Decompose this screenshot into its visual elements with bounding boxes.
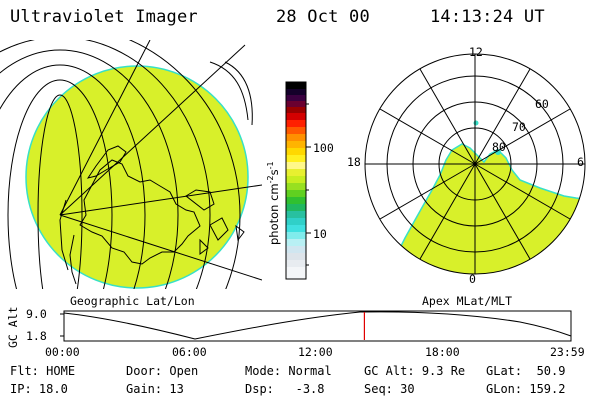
time-tick-2: 12:00	[298, 345, 333, 359]
mlat-label-60: 60	[535, 97, 549, 111]
colorbar-tick-100: 100	[313, 141, 334, 155]
altitude-curve	[63, 311, 572, 340]
mlt-label-18: 18	[347, 155, 361, 169]
time-tick-0: 00:00	[45, 345, 80, 359]
colorbar-tick-10: 10	[313, 227, 327, 241]
time-tick-1: 06:00	[172, 345, 207, 359]
polar-caption: Apex MLat/MLT	[422, 294, 513, 308]
altitude-ymin: 1.8	[26, 329, 47, 343]
altitude-ymax: 9.0	[26, 307, 47, 321]
altitude-plot	[60, 310, 572, 342]
mlt-label-12: 12	[469, 45, 483, 59]
status-mode: Mode: Normal	[245, 364, 332, 378]
altitude-ylabel: GC Alt	[6, 306, 20, 348]
image-time: 14:13:24 UT	[430, 7, 545, 27]
geo-graticule-arcs	[0, 40, 253, 289]
status-glat: GLat: 50.9	[486, 364, 566, 378]
auroral-oval-region	[378, 143, 585, 274]
time-tick-4: 23:59	[550, 345, 585, 359]
status-door: Door: Open	[126, 364, 199, 378]
status-seq: Seq: 30	[364, 382, 415, 396]
status-flt: Flt: HOME	[10, 364, 76, 378]
time-tick-3: 18:00	[425, 345, 460, 359]
geographic-uv-image	[0, 40, 262, 289]
polar-grid	[364, 53, 586, 275]
status-gain: Gain: 13	[126, 382, 184, 396]
colorbar-unit-label: photon cm-2s-1	[266, 161, 281, 245]
geo-coastlines	[59, 145, 245, 285]
status-ip: IP: 18.0	[10, 382, 68, 396]
mlat-label-70: 70	[512, 120, 526, 134]
instrument-title: Ultraviolet Imager	[10, 7, 198, 27]
status-gcalt: GC Alt: 9.3 Re	[364, 364, 466, 378]
mlt-label-0: 0	[469, 272, 476, 286]
status-glon: GLon: 159.2	[486, 382, 566, 396]
colorbar	[285, 81, 311, 280]
mlat-label-80: 80	[492, 140, 506, 154]
status-dsp: Dsp: -3.8	[245, 382, 325, 396]
mlt-label-6: 6	[577, 155, 584, 169]
polar-uv-image	[364, 53, 586, 275]
image-date: 28 Oct 00	[276, 7, 370, 27]
geo-caption: Geographic Lat/Lon	[70, 294, 195, 308]
